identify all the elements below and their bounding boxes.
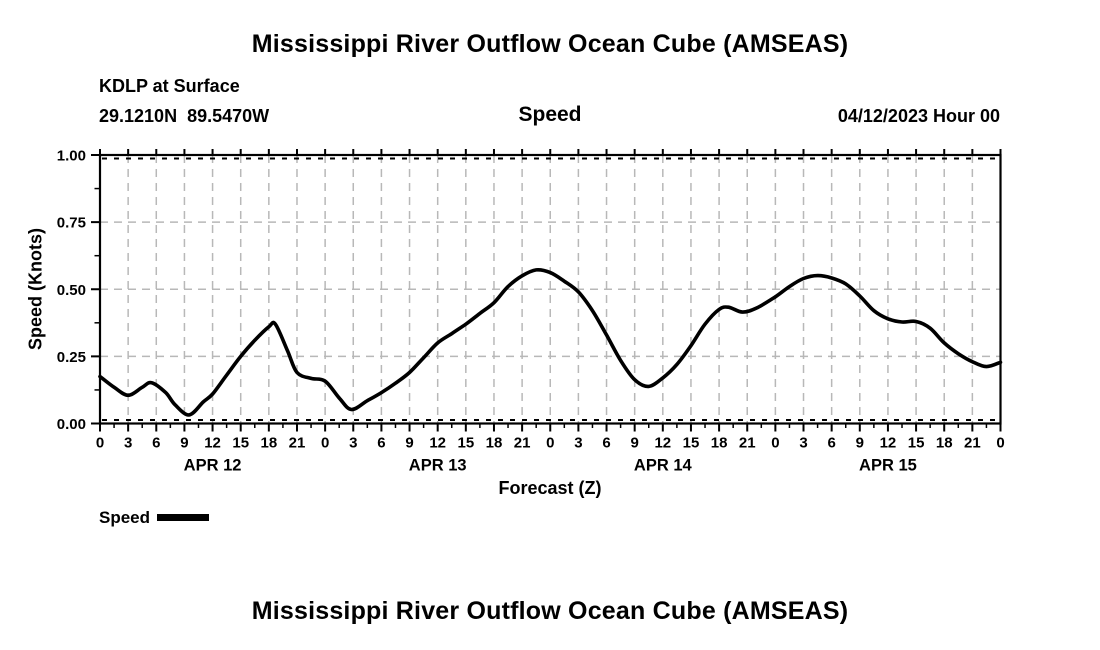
x-tick-label: 3 xyxy=(799,435,807,452)
day-label: APR 13 xyxy=(409,457,467,475)
panel-title: Speed xyxy=(518,103,582,126)
x-tick-label: 15 xyxy=(908,435,925,452)
x-tick-label: 0 xyxy=(996,435,1004,452)
y-tick-label: 0.00 xyxy=(57,416,86,433)
x-tick-label: 21 xyxy=(514,435,531,452)
x-tick-label: 6 xyxy=(602,435,610,452)
x-tick-label: 6 xyxy=(377,435,385,452)
speed-chart: 0 3 6 9 12 15 18 21 0 3 6 9 12 15 18 21 0 3 6 9 12 15 18 21 0 3 6 9… xyxy=(57,148,1005,475)
x-tick-label: 3 xyxy=(124,435,132,452)
x-tick-label: 0 xyxy=(321,435,329,452)
x-tick-label: 12 xyxy=(429,435,446,452)
x-tick-label: 21 xyxy=(964,435,981,452)
legend-label: Speed xyxy=(99,508,151,527)
bottom-title: Mississippi River Outflow Ocean Cube (AM… xyxy=(251,597,849,625)
x-tick-label: 18 xyxy=(711,435,728,452)
x-tick-label: 21 xyxy=(289,435,306,452)
y-tick-label: 0.25 xyxy=(57,349,86,366)
x-tick-label: 3 xyxy=(349,435,357,452)
x-tick-label: 15 xyxy=(683,435,700,452)
y-tick-label: 1.00 xyxy=(57,148,86,165)
speed-curve xyxy=(98,267,1003,417)
day-label: APR 15 xyxy=(859,457,917,475)
day-label: APR 12 xyxy=(184,457,242,475)
x-tick-label: 0 xyxy=(771,435,779,452)
x-tick-label: 18 xyxy=(261,435,278,452)
x-tick-label: 0 xyxy=(96,435,104,452)
x-axis-title: Forecast (Z) xyxy=(498,478,602,498)
top-title: Mississippi River Outflow Ocean Cube (AM… xyxy=(251,30,849,58)
plot-frame xyxy=(98,153,1002,425)
x-tick-label: 9 xyxy=(856,435,864,452)
x-tick-label: 9 xyxy=(405,435,413,452)
x-tick-label: 18 xyxy=(486,435,503,452)
datetime-label: 04/12/2023 Hour 00 xyxy=(837,106,1000,126)
y-tick-label: 0.50 xyxy=(57,282,86,299)
coordinates-label: 29.1210N 89.5470W xyxy=(99,106,270,126)
x-tick-label: 6 xyxy=(827,435,835,452)
legend-swatch xyxy=(157,514,210,521)
legend: Speed xyxy=(99,508,210,528)
x-tick-label: 12 xyxy=(204,435,221,452)
x-tick-label: 12 xyxy=(654,435,671,452)
x-tick-label: 12 xyxy=(880,435,897,452)
x-tick-label: 0 xyxy=(546,435,554,452)
day-label: APR 14 xyxy=(634,457,693,475)
x-tick-label: 15 xyxy=(232,435,249,452)
x-tick-label: 9 xyxy=(631,435,639,452)
station-label: KDLP at Surface xyxy=(99,76,240,96)
y-tick-label: 0.75 xyxy=(57,215,86,232)
x-tick-label: 15 xyxy=(457,435,474,452)
x-tick-label: 6 xyxy=(152,435,160,452)
x-tick-label: 21 xyxy=(739,435,756,452)
x-tick-label: 9 xyxy=(180,435,188,452)
x-tick-label: 3 xyxy=(574,435,582,452)
x-tick-label: 18 xyxy=(936,435,953,452)
